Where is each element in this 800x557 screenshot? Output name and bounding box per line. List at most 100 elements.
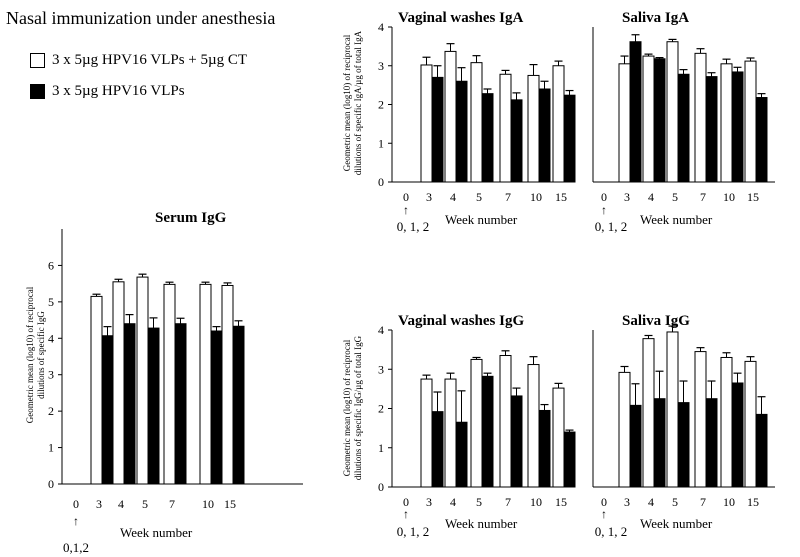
saliva-igg-bar-filled-7 — [705, 398, 718, 488]
serum-igg-x-label: Week number — [120, 525, 193, 540]
vaginal-igg-y-label: Geometric mean (log10) of reciprocaldilu… — [342, 335, 363, 480]
saliva-iga-bar-open-5 — [666, 41, 679, 183]
saliva-iga-immunization-arrow: ↑ — [601, 203, 607, 217]
saliva-iga-bar-open-10 — [720, 63, 733, 183]
saliva-iga-x-tick-label: 0 — [601, 190, 607, 204]
saliva-igg-bar-filled-3 — [629, 404, 642, 488]
legend-swatch-open — [30, 53, 45, 68]
vaginal-igg-bar-filled-15 — [563, 431, 576, 488]
serum-igg-y-tick-label: 2 — [48, 404, 54, 418]
vaginal-igg-bar-filled-7 — [510, 395, 523, 488]
vaginal-iga-y-tick-label: 3 — [378, 59, 384, 73]
serum-igg-title: Serum IgG — [155, 210, 227, 226]
saliva-igg-bar-filled-10 — [731, 382, 744, 488]
saliva-igg-bar-filled-15 — [755, 413, 768, 488]
vaginal-iga-x-tick-label: 15 — [555, 190, 567, 204]
serum-igg-bar-filled-4 — [123, 323, 136, 485]
saliva-igg-bar-open-7 — [694, 351, 707, 488]
saliva-igg-x-label: Week number — [640, 516, 713, 531]
serum-igg-y-label: Geometric mean (log10) of reciprocaldilu… — [25, 286, 46, 423]
vaginal-iga-bar-filled-4 — [455, 80, 468, 183]
saliva-iga-bar-filled-3 — [629, 41, 642, 183]
saliva-iga-immunization-label: 0, 1, 2 — [595, 219, 628, 234]
serum-igg-bar-filled-5 — [147, 327, 160, 485]
vaginal-igg-bar-open-7 — [499, 355, 512, 488]
serum-igg-bar-open-15 — [221, 284, 234, 485]
vaginal-igg-title: Vaginal washes IgG — [398, 313, 524, 329]
serum-igg-bar-open-4 — [112, 281, 125, 485]
serum-igg-y-tick-label: 3 — [48, 368, 54, 382]
vaginal-iga-y-tick-label: 2 — [378, 98, 384, 112]
vaginal-iga-y-label: Geometric mean (log10) of reciprocaldilu… — [342, 30, 363, 175]
vaginal-igg-x-tick-label: 3 — [426, 495, 432, 509]
saliva-iga-bar-filled-7 — [705, 76, 718, 183]
saliva-iga-bar-filled-15 — [755, 97, 768, 183]
vaginal-iga-bar-filled-15 — [563, 94, 576, 183]
serum-igg-bar-filled-3 — [101, 335, 114, 485]
figure-title: Nasal immunization under anesthesia — [6, 8, 276, 28]
saliva-igg-title: Saliva IgG — [622, 313, 690, 329]
vaginal-iga-immunization-label: 0, 1, 2 — [397, 219, 430, 234]
vaginal-igg-x-label: Week number — [445, 516, 518, 531]
vaginal-iga-bar-filled-10 — [538, 88, 551, 183]
saliva-iga-x-tick-label: 7 — [700, 190, 706, 204]
serum-igg-x-tick-label: 5 — [142, 497, 148, 511]
vaginal-iga-bar-open-10 — [527, 74, 540, 183]
serum-igg-immunization-arrow: ↑ — [73, 514, 79, 528]
vaginal-iga-immunization-arrow: ↑ — [403, 203, 409, 217]
saliva-igg-x-tick-label: 7 — [700, 495, 706, 509]
vaginal-iga-y-tick-label: 0 — [378, 175, 384, 189]
serum-igg-bar-filled-10 — [210, 330, 223, 485]
vaginal-iga-y-tick-label: 1 — [378, 136, 384, 150]
serum-igg-y-tick-label: 6 — [48, 258, 54, 272]
saliva-igg-x-tick-label: 0 — [601, 495, 607, 509]
serum-igg-x-tick-label: 3 — [96, 497, 102, 511]
saliva-iga-x-tick-label: 15 — [747, 190, 759, 204]
serum-igg-x-tick-label: 0 — [73, 497, 79, 511]
vaginal-igg-immunization-label: 0, 1, 2 — [397, 524, 430, 539]
vaginal-igg-bar-open-10 — [527, 364, 540, 488]
vaginal-igg-y-tick-label: 4 — [378, 323, 384, 337]
saliva-igg-immunization-arrow: ↑ — [601, 507, 607, 521]
saliva-iga-x-tick-label: 10 — [723, 190, 735, 204]
saliva-iga-x-label: Week number — [640, 212, 713, 227]
saliva-iga-x-tick-label: 4 — [648, 190, 654, 204]
vaginal-igg-y-tick-label: 1 — [378, 441, 384, 455]
serum-igg-x-tick-label: 15 — [224, 497, 236, 511]
vaginal-iga-x-tick-label: 7 — [505, 190, 511, 204]
vaginal-iga-bar-filled-5 — [481, 93, 494, 183]
vaginal-iga-bar-open-3 — [420, 64, 433, 183]
serum-igg-bar-open-7 — [163, 283, 176, 485]
vaginal-iga-bar-filled-7 — [510, 99, 523, 183]
serum-igg-x-tick-label: 7 — [169, 497, 175, 511]
serum-igg-bar-open-5 — [136, 276, 149, 485]
saliva-igg-bar-filled-5 — [677, 402, 690, 488]
vaginal-iga-bar-open-7 — [499, 73, 512, 183]
saliva-iga-title: Saliva IgA — [622, 10, 689, 26]
vaginal-igg-x-tick-label: 5 — [476, 495, 482, 509]
serum-igg-immunization-label: 0,1,2 — [63, 540, 89, 555]
vaginal-igg-immunization-arrow: ↑ — [403, 507, 409, 521]
saliva-iga-bar-open-7 — [694, 52, 707, 183]
vaginal-igg-bar-filled-5 — [481, 375, 494, 488]
saliva-igg-x-tick-label: 3 — [624, 495, 630, 509]
saliva-iga-bar-filled-5 — [677, 73, 690, 183]
vaginal-igg-bar-filled-3 — [431, 411, 444, 488]
serum-igg-x-tick-label: 10 — [202, 497, 214, 511]
serum-igg-bar-filled-15 — [232, 325, 245, 485]
saliva-igg-bar-open-5 — [666, 331, 679, 488]
saliva-iga-bar-open-4 — [642, 55, 655, 183]
vaginal-igg-bar-filled-4 — [455, 421, 468, 488]
serum-igg-y-tick-label: 0 — [48, 477, 54, 491]
vaginal-iga-bar-filled-3 — [431, 76, 444, 183]
vaginal-igg-bar-open-4 — [444, 378, 457, 488]
vaginal-iga-bar-open-15 — [552, 65, 565, 183]
vaginal-iga-y-tick-label: 4 — [378, 20, 384, 34]
legend-swatch-filled — [30, 84, 45, 99]
serum-igg-bar-open-3 — [90, 295, 103, 485]
serum-igg-y-tick-label: 4 — [48, 331, 54, 345]
saliva-igg-bar-open-4 — [642, 338, 655, 488]
vaginal-iga-bar-open-5 — [470, 62, 483, 183]
saliva-igg-x-tick-label: 15 — [747, 495, 759, 509]
vaginal-igg-bar-open-5 — [470, 358, 483, 488]
